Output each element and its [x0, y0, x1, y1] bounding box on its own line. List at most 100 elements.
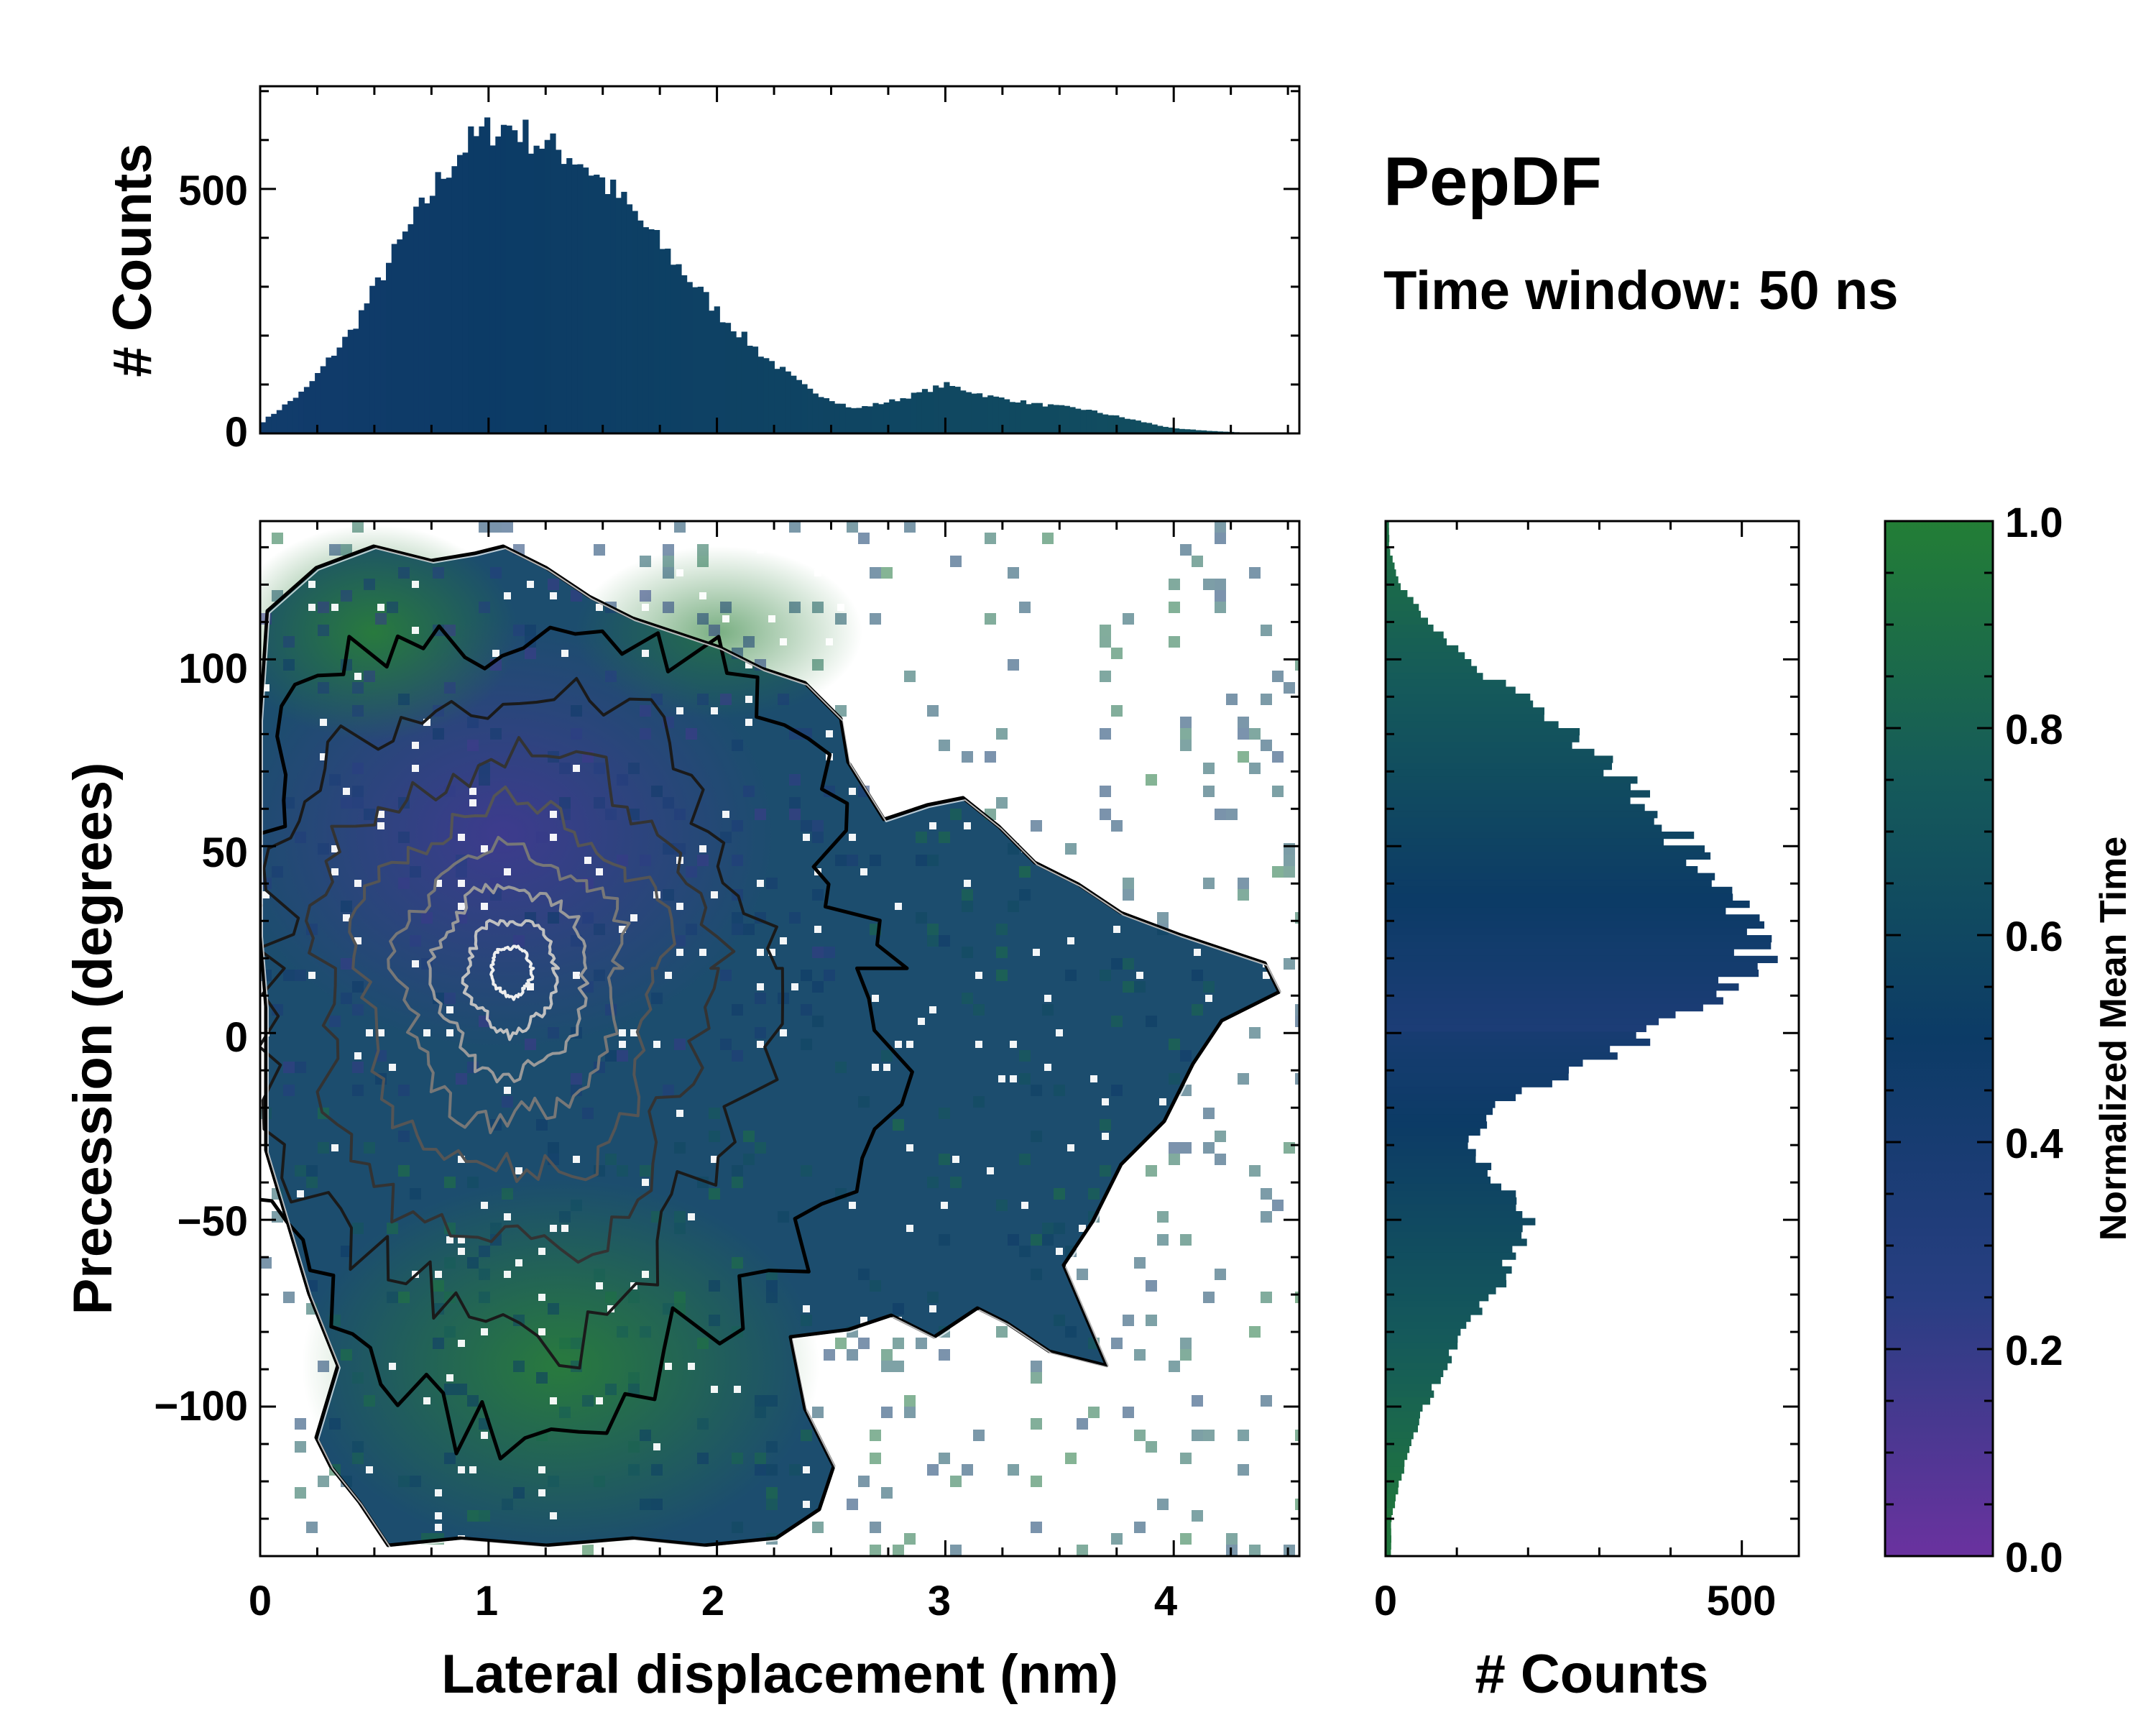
empty-bin	[745, 661, 752, 668]
heatmap-bin	[1215, 602, 1226, 613]
top-histogram-bar	[692, 287, 699, 433]
top-histogram-bar	[457, 155, 464, 433]
top-histogram-bar	[774, 369, 780, 433]
heatmap-bin	[352, 1223, 364, 1234]
heatmap-bin	[766, 1441, 778, 1453]
top-histogram-ylabel: # Counts	[102, 143, 163, 377]
heatmap-bin	[674, 521, 686, 533]
top-histogram-bar	[544, 139, 550, 433]
heatmap-bin	[1008, 901, 1019, 912]
right-histogram-bar	[1386, 755, 1613, 763]
top-histogram-bar	[998, 397, 1005, 433]
top-histogram-bar	[714, 306, 720, 433]
main-xtick-4: 4	[1154, 1578, 1177, 1624]
right-histogram-bar	[1386, 645, 1459, 653]
heatmap-bin	[1031, 820, 1042, 832]
right-histogram-bar	[1386, 1363, 1448, 1371]
empty-bin	[929, 776, 936, 783]
right-histogram-bar	[1386, 721, 1559, 729]
heatmap-bin	[697, 556, 709, 567]
empty-bin	[688, 1363, 695, 1370]
heatmap-bin	[939, 935, 950, 947]
heatmap-bin	[582, 1108, 594, 1119]
top-histogram-bar	[1135, 420, 1141, 433]
top-histogram-bar	[845, 407, 852, 433]
heatmap-bin	[1203, 981, 1215, 993]
heatmap-bin	[927, 1464, 939, 1476]
heatmap-bin	[1019, 889, 1031, 901]
empty-bin	[458, 880, 465, 887]
top-histogram-bar	[1189, 429, 1196, 433]
heatmap-bin	[628, 1464, 640, 1476]
top-histogram-bar	[654, 230, 660, 433]
heatmap-bin	[1284, 843, 1295, 855]
main-ytick-neg50: −50	[178, 1198, 248, 1245]
top-histogram-bar	[768, 361, 775, 433]
top-histogram-bar	[850, 408, 857, 433]
empty-bin	[423, 1397, 430, 1404]
top-histogram-bar	[336, 347, 343, 433]
empty-bin	[998, 1455, 1005, 1462]
heatmap-bin	[582, 1395, 594, 1407]
empty-bin	[1056, 581, 1063, 588]
empty-bin	[285, 1512, 292, 1519]
empty-bin	[1159, 799, 1166, 806]
heatmap-bin	[962, 993, 973, 1004]
heatmap-bin	[1180, 1533, 1192, 1545]
empty-bin	[1010, 1524, 1017, 1531]
heatmap-bin	[502, 1499, 513, 1510]
heatmap-bin	[743, 1154, 755, 1165]
heatmap-bin	[1111, 1085, 1123, 1096]
top-histogram-bar	[965, 392, 972, 433]
top-histogram-bar	[883, 402, 890, 433]
heatmap-bin	[433, 1280, 444, 1292]
heatmap-bin	[824, 970, 835, 981]
top-histogram-bar	[872, 402, 879, 433]
top-histogram-bar	[960, 390, 967, 433]
heatmap-bin	[364, 1142, 375, 1154]
empty-bin	[389, 1064, 396, 1071]
heatmap-bin	[1031, 1234, 1042, 1246]
heatmap-bin	[594, 763, 605, 774]
heatmap-bin	[950, 1476, 962, 1487]
heatmap-bin	[755, 993, 766, 1004]
right-histogram-bar	[1386, 832, 1695, 840]
heatmap-late-time-upper	[260, 525, 517, 740]
empty-bin	[906, 638, 913, 645]
right-histogram-bar	[1386, 1418, 1419, 1426]
heatmap-bin	[996, 924, 1008, 935]
heatmap-bin	[1272, 751, 1284, 763]
heatmap-bin	[1019, 1154, 1031, 1165]
heatmap-bin	[1261, 1395, 1272, 1407]
heatmap-bin	[1226, 809, 1238, 820]
empty-bin	[1021, 661, 1028, 668]
empty-bin	[561, 650, 568, 657]
right-histogram-bar	[1386, 1197, 1517, 1205]
right-histogram-bar	[1386, 942, 1772, 949]
heatmap-bin	[467, 1395, 479, 1407]
heatmap-bin	[858, 1096, 870, 1108]
heatmap-bin	[444, 1384, 456, 1395]
top-histogram-bar	[900, 398, 906, 433]
empty-bin	[389, 1363, 396, 1370]
heatmap-bin	[916, 855, 927, 866]
empty-bin	[1090, 1524, 1097, 1531]
heatmap-bin	[651, 1464, 663, 1476]
top-histogram-bar	[818, 397, 824, 433]
heatmap-bin	[1008, 567, 1019, 579]
empty-bin	[469, 788, 476, 795]
heatmap-bin	[352, 705, 364, 717]
top-histogram-bar	[1059, 405, 1065, 433]
top-histogram-bar	[1069, 407, 1076, 433]
empty-bin	[527, 581, 534, 588]
density-contours	[260, 544, 1282, 1548]
heatmap-bin	[479, 602, 490, 613]
heatmap-bin	[858, 1476, 870, 1487]
empty-bin	[1102, 1133, 1109, 1140]
top-histogram-bar	[856, 408, 862, 433]
empty-bin	[423, 719, 430, 726]
right-histogram-bar	[1386, 880, 1712, 888]
heatmap-bin	[1169, 579, 1180, 590]
empty-bin	[872, 1512, 879, 1519]
top-histogram-bar	[1146, 423, 1153, 433]
